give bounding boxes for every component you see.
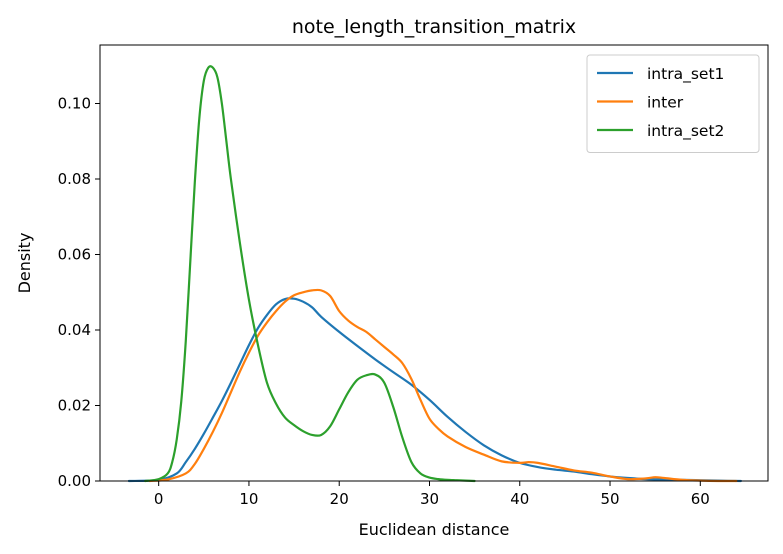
- y-tick-label: 0.08: [58, 170, 91, 188]
- legend-label-intra-set2: intra_set2: [647, 122, 724, 141]
- y-tick-label: 0.06: [58, 246, 91, 264]
- legend-label-intra-set1: intra_set1: [647, 65, 724, 84]
- chart-title: note_length_transition_matrix: [292, 16, 576, 38]
- x-tick-label: 30: [420, 490, 439, 508]
- x-tick-label: 0: [154, 490, 164, 508]
- x-tick-label: 20: [330, 490, 349, 508]
- x-tick-label: 50: [600, 490, 619, 508]
- axes-layer: 0 10 20 30 40 50 60 0.00 0.02 0.04 0.06 0.08 0.10: [58, 44, 769, 508]
- y-tick-label: 0.10: [58, 95, 91, 113]
- x-tick-label: 40: [510, 490, 529, 508]
- series-line-inter: [148, 288, 738, 483]
- y-tick-label: 0.04: [58, 321, 91, 339]
- series-layer: [127, 65, 743, 483]
- x-tick-label: 10: [239, 490, 258, 508]
- x-tick-label: 60: [691, 490, 710, 508]
- legend-label-inter: inter: [647, 94, 684, 112]
- y-tick-label: 0.02: [58, 397, 91, 415]
- series-line-intra-set2: [144, 65, 476, 483]
- legend-box: [586, 54, 760, 153]
- y-axis-title: Density: [15, 233, 34, 294]
- plot-frame: [99, 44, 769, 482]
- y-tick-label: 0.00: [58, 472, 91, 490]
- x-axis-title: Euclidean distance: [359, 520, 510, 539]
